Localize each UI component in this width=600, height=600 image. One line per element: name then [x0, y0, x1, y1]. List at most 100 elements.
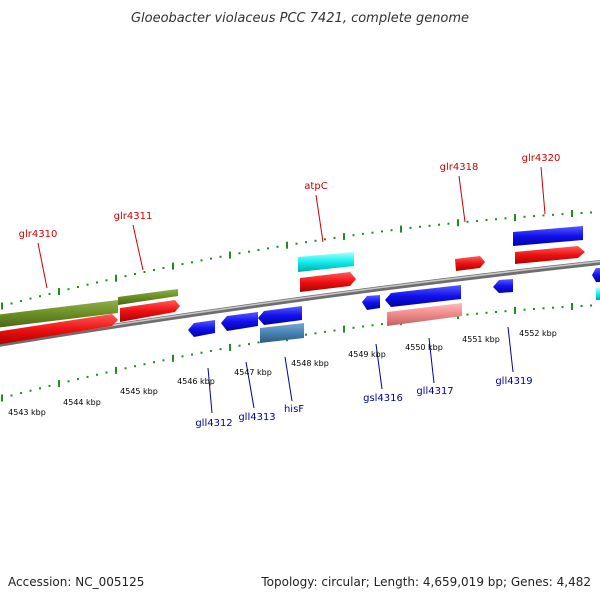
- scale-dot: [333, 236, 336, 239]
- scale-tick: [229, 343, 231, 351]
- scale-tick-label: 4552 kbp: [519, 329, 557, 338]
- gene-arrow-glr4320[interactable]: [515, 246, 585, 264]
- gene-label-gll4313[interactable]: gll4313: [238, 412, 275, 423]
- scale-tick: [1, 302, 3, 310]
- scale-dot: [485, 219, 488, 221]
- scale-dot: [552, 213, 554, 216]
- gene-arrow-pink[interactable]: [387, 303, 462, 326]
- scale-dot: [105, 279, 108, 282]
- scale-dot: [542, 307, 545, 310]
- gene-arrow-glr4310-end[interactable]: [118, 289, 178, 305]
- scale-dot: [134, 365, 136, 368]
- gene-label-glr4311[interactable]: glr4311: [114, 211, 153, 222]
- gene-label-glr4318[interactable]: glr4318: [440, 162, 479, 173]
- gene-arrow-blue-3[interactable]: [258, 306, 302, 325]
- gene-arrow-red-atpC[interactable]: [300, 272, 356, 292]
- scale-tick-label: 4546 kbp: [177, 377, 215, 386]
- gene-arrow-edge-cyan[interactable]: [596, 288, 600, 300]
- scale-tick: [115, 274, 117, 282]
- scale-dot: [29, 389, 32, 392]
- scale-tick: [286, 241, 288, 249]
- scale-dot: [295, 242, 298, 245]
- scale-tick: [571, 210, 573, 217]
- scale-dot: [438, 223, 440, 226]
- scale-dot: [39, 295, 41, 298]
- scale-dot: [124, 275, 127, 278]
- callout-gll4312: [207, 367, 213, 414]
- scale-dot: [105, 371, 108, 374]
- scale-dot: [200, 351, 203, 354]
- scale-dot: [542, 214, 545, 217]
- scale-dot: [77, 286, 79, 288]
- gene-arrow-hisF[interactable]: [260, 323, 304, 343]
- gene-arrow-atpC[interactable]: [298, 252, 354, 272]
- gene-label-atpC[interactable]: atpC: [304, 181, 327, 192]
- gene-arrow-glr4310[interactable]: [0, 300, 118, 328]
- reverse-strand-genes: [188, 279, 513, 343]
- scale-dot: [219, 255, 222, 258]
- gene-arrow-edge-blue[interactable]: [592, 268, 600, 282]
- scale-dot: [238, 344, 241, 347]
- scale-dot: [86, 375, 89, 378]
- gene-arrow-gsl4316[interactable]: [362, 295, 380, 310]
- scale-dot: [143, 271, 146, 273]
- scale-dot: [533, 308, 535, 310]
- gene-label-hisF[interactable]: hisF: [284, 404, 304, 415]
- gene-label-gll4319[interactable]: gll4319: [495, 376, 532, 387]
- scale-dot: [162, 267, 165, 269]
- scale-dot: [191, 261, 193, 264]
- scale-dot: [267, 247, 269, 250]
- gene-label-gll4312[interactable]: gll4312: [195, 418, 232, 429]
- scale-dot: [153, 361, 155, 364]
- callout-gll4317: [428, 337, 435, 384]
- scale-dot: [96, 281, 98, 284]
- gene-arrow-gll4312[interactable]: [188, 320, 215, 337]
- scale-dot: [314, 239, 317, 242]
- gene-arrow-gll4313[interactable]: [221, 312, 258, 331]
- gene-label-gll4317[interactable]: gll4317: [416, 386, 453, 397]
- scale-dot: [466, 313, 469, 316]
- gene-label-gsl4316[interactable]: gsl4316: [363, 393, 403, 404]
- scale-dot: [495, 218, 497, 221]
- callout-gll4313: [245, 361, 255, 409]
- scale-dot: [324, 238, 326, 241]
- gene-label-glr4310[interactable]: glr4310: [19, 229, 58, 240]
- scale-dot: [390, 229, 393, 232]
- gene-arrow-glr4311[interactable]: [120, 300, 180, 322]
- scale-dot: [590, 304, 592, 307]
- callout-atpC: [315, 194, 324, 243]
- gene-label-glr4320[interactable]: glr4320: [522, 153, 561, 164]
- scale-dot: [191, 353, 193, 356]
- gene-arrow-glr4318[interactable]: [455, 256, 485, 271]
- scale-dot: [466, 220, 469, 223]
- topology-summary: Topology: circular; Length: 4,659,019 bp…: [260, 575, 591, 589]
- scale-dot: [590, 211, 592, 214]
- scale-tick: [58, 288, 60, 295]
- scale-dot: [134, 273, 136, 275]
- scale-tick: [457, 219, 459, 227]
- scale-dot: [210, 349, 212, 352]
- callout-glr4311: [132, 224, 144, 271]
- gene-arrow-red-1[interactable]: [0, 314, 118, 345]
- scale-dot: [181, 355, 184, 358]
- scale-dot: [561, 306, 564, 309]
- scale-dot: [29, 297, 32, 300]
- callout-glr4318: [458, 175, 466, 223]
- scale-dot: [523, 215, 526, 218]
- scale-dot: [580, 305, 583, 307]
- scale-dot: [20, 300, 22, 302]
- scale-dot: [48, 292, 51, 295]
- scale-tick: [229, 251, 231, 259]
- callout-hisF: [284, 356, 293, 402]
- scale-tick: [571, 303, 573, 310]
- scale-dot: [362, 325, 364, 328]
- scale-tick-label: 4550 kbp: [405, 343, 443, 352]
- gene-arrow-glr4320-blue[interactable]: [513, 226, 583, 246]
- scale-dot: [124, 367, 127, 370]
- gene-arrow-gll4319[interactable]: [493, 279, 513, 293]
- scale-tick: [172, 262, 174, 270]
- gene-arrow-gll4317[interactable]: [385, 285, 461, 307]
- scale-dot: [504, 217, 507, 220]
- scale-dot: [381, 230, 383, 233]
